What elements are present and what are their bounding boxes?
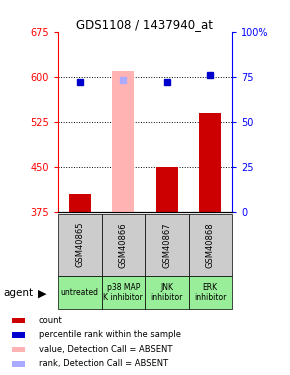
- Text: JNK
inhibitor: JNK inhibitor: [151, 283, 183, 302]
- Bar: [58, 276, 102, 309]
- Text: value, Detection Call = ABSENT: value, Detection Call = ABSENT: [39, 345, 172, 354]
- Bar: [200, 113, 221, 212]
- Bar: [102, 276, 145, 309]
- Text: GSM40866: GSM40866: [119, 222, 128, 267]
- Text: GSM40867: GSM40867: [162, 222, 171, 267]
- Text: p38 MAP
K inhibitor: p38 MAP K inhibitor: [103, 283, 143, 302]
- Bar: [188, 214, 232, 276]
- Bar: [145, 214, 188, 276]
- Bar: [156, 167, 177, 212]
- Text: rank, Detection Call = ABSENT: rank, Detection Call = ABSENT: [39, 360, 168, 369]
- Bar: [12, 318, 25, 323]
- Bar: [58, 214, 102, 276]
- Bar: [145, 276, 188, 309]
- Bar: [12, 362, 25, 367]
- Text: count: count: [39, 316, 63, 325]
- Bar: [188, 276, 232, 309]
- Bar: [102, 214, 145, 276]
- Text: percentile rank within the sample: percentile rank within the sample: [39, 330, 181, 339]
- Bar: [12, 347, 25, 352]
- Text: agent: agent: [3, 288, 33, 298]
- Text: GSM40865: GSM40865: [75, 222, 84, 267]
- Text: ERK
inhibitor: ERK inhibitor: [194, 283, 226, 302]
- Text: untreated: untreated: [61, 288, 99, 297]
- Text: GSM40868: GSM40868: [206, 222, 215, 267]
- Bar: [113, 71, 134, 212]
- Bar: [69, 194, 90, 212]
- Bar: [12, 332, 25, 338]
- Title: GDS1108 / 1437940_at: GDS1108 / 1437940_at: [77, 18, 213, 31]
- Text: ▶: ▶: [38, 288, 46, 298]
